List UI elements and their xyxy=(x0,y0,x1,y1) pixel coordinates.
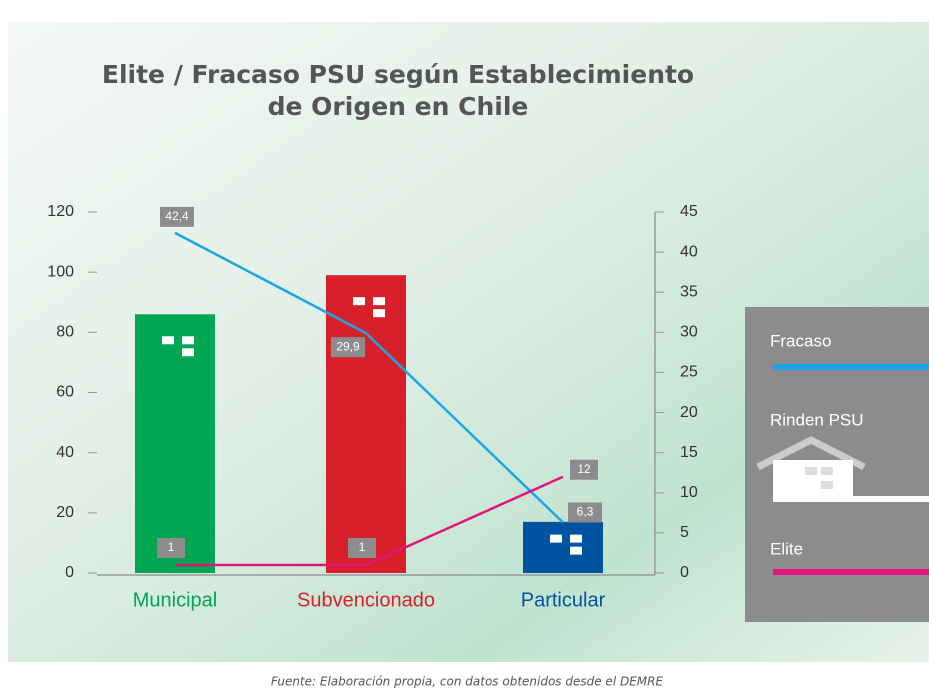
legend-label: Fracaso xyxy=(770,331,831,350)
y2-tick-label: 25 xyxy=(680,364,698,381)
source: Fuente: Elaboración propia, con datos ob… xyxy=(271,675,664,689)
y2-tick-label: 40 xyxy=(680,243,698,260)
line xyxy=(174,231,564,524)
y2-tick-label: 15 xyxy=(680,444,698,461)
line xyxy=(175,475,564,567)
chart-title: Elite / Fracaso PSU según Establecimient… xyxy=(102,60,694,89)
y-tick-label: 80 xyxy=(56,324,74,341)
legend-swatch xyxy=(756,436,866,471)
legend-label: Rinden PSU xyxy=(770,410,864,429)
y-tick-label: 100 xyxy=(47,263,74,280)
value-label: 42,4 xyxy=(165,209,189,223)
y-tick-label: 120 xyxy=(47,203,74,220)
value-label-box xyxy=(570,459,598,480)
window xyxy=(821,481,833,489)
window xyxy=(182,336,194,345)
x-tick-label: Particular xyxy=(521,589,606,611)
window xyxy=(805,467,817,475)
value-label: 29,9 xyxy=(336,339,360,353)
y2-tick-label: 45 xyxy=(680,203,698,220)
window xyxy=(821,467,833,475)
value-label-box xyxy=(331,337,365,358)
y2-tick-label: 5 xyxy=(680,524,689,541)
window xyxy=(550,534,562,543)
bar xyxy=(523,521,603,573)
window xyxy=(570,534,582,543)
legend-swatch xyxy=(773,460,853,502)
x-tick-label: Subvencionado xyxy=(297,589,435,611)
x-tick-label: Municipal xyxy=(133,589,217,611)
y2-tick-label: 0 xyxy=(680,564,689,581)
y-tick-label: 0 xyxy=(65,564,74,581)
value-label-box xyxy=(348,537,376,558)
legend-label: Elite xyxy=(770,539,803,558)
y2-tick-label: 10 xyxy=(680,484,698,501)
value-label: 12 xyxy=(577,462,591,476)
window xyxy=(162,336,174,345)
chart-title: de Origen en Chile xyxy=(268,92,529,121)
bar xyxy=(326,275,406,573)
value-label-box xyxy=(160,206,194,227)
y-tick-label: 20 xyxy=(56,504,74,521)
value-label: 6,3 xyxy=(577,505,594,519)
y2-tick-label: 35 xyxy=(680,283,698,300)
value-label: 1 xyxy=(168,540,175,554)
value-label-box xyxy=(568,502,602,523)
value-label-box xyxy=(157,537,185,558)
y-tick-label: 40 xyxy=(56,444,74,461)
window xyxy=(373,297,385,306)
y-tick-label: 60 xyxy=(56,384,74,401)
window xyxy=(182,348,194,357)
value-label: 1 xyxy=(359,540,366,554)
window xyxy=(373,309,385,318)
y2-tick-label: 30 xyxy=(680,324,698,341)
y2-tick-label: 20 xyxy=(680,404,698,421)
window xyxy=(570,546,582,555)
legend-swatch xyxy=(853,496,929,502)
bar xyxy=(135,314,215,573)
window xyxy=(353,297,365,306)
